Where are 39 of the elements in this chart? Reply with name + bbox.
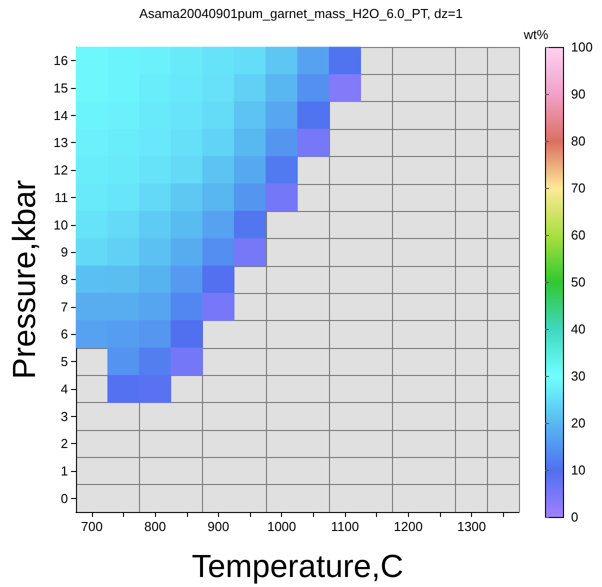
color-bar-label: 40 (571, 322, 586, 336)
y-tick-label: 13 (54, 135, 68, 150)
y-tick-label: 14 (54, 108, 68, 123)
y-tick-label: 5 (60, 354, 68, 370)
chart-title: Asama20040901pum_garnet_mass_H2O_6.0_PT, dz=1 (139, 6, 463, 21)
color-bar-label: 10 (571, 462, 586, 478)
color-bar-label: 80 (571, 134, 586, 148)
color-bar-label: 20 (571, 416, 586, 430)
color-bar-label: 100 (571, 40, 593, 54)
color-bar-label: 0 (571, 510, 578, 524)
x-tick-label: 1300 (457, 519, 486, 534)
x-tick-label: 1200 (394, 519, 423, 534)
color-bar-label: 60 (571, 228, 586, 242)
y-tick-label: 4 (60, 381, 68, 396)
x-tick-label: 700 (80, 519, 103, 534)
y-tick-label: 0 (60, 490, 68, 506)
y-tick-label: 9 (60, 244, 68, 260)
x-tick-label: 800 (144, 519, 166, 534)
y-tick-label: 15 (54, 80, 68, 96)
x-tick-label: 1100 (330, 519, 359, 534)
x-axis-title: Temperature,C (192, 548, 404, 584)
x-tick-label: 1000 (267, 519, 296, 534)
x-tick-label: 900 (208, 519, 230, 534)
color-bar-label: 30 (571, 368, 586, 384)
y-tick-label: 10 (54, 217, 68, 232)
y-tick-label: 16 (54, 53, 68, 68)
y-tick-label: 7 (60, 299, 68, 314)
y-tick-label: 3 (60, 408, 68, 424)
y-tick-label: 2 (60, 436, 68, 452)
y-axis-title: Pressure,kbar (6, 180, 42, 380)
color-bar-label: 70 (571, 180, 586, 196)
color-bar-title: wt% (522, 27, 549, 42)
color-bar-label: 90 (571, 86, 586, 102)
y-tick-label: 11 (54, 190, 68, 205)
y-tick-label: 8 (60, 272, 68, 287)
y-tick-label: 6 (60, 326, 68, 342)
y-tick-label: 1 (60, 463, 68, 478)
color-bar-label: 50 (571, 274, 586, 290)
y-tick-label: 12 (54, 162, 68, 178)
